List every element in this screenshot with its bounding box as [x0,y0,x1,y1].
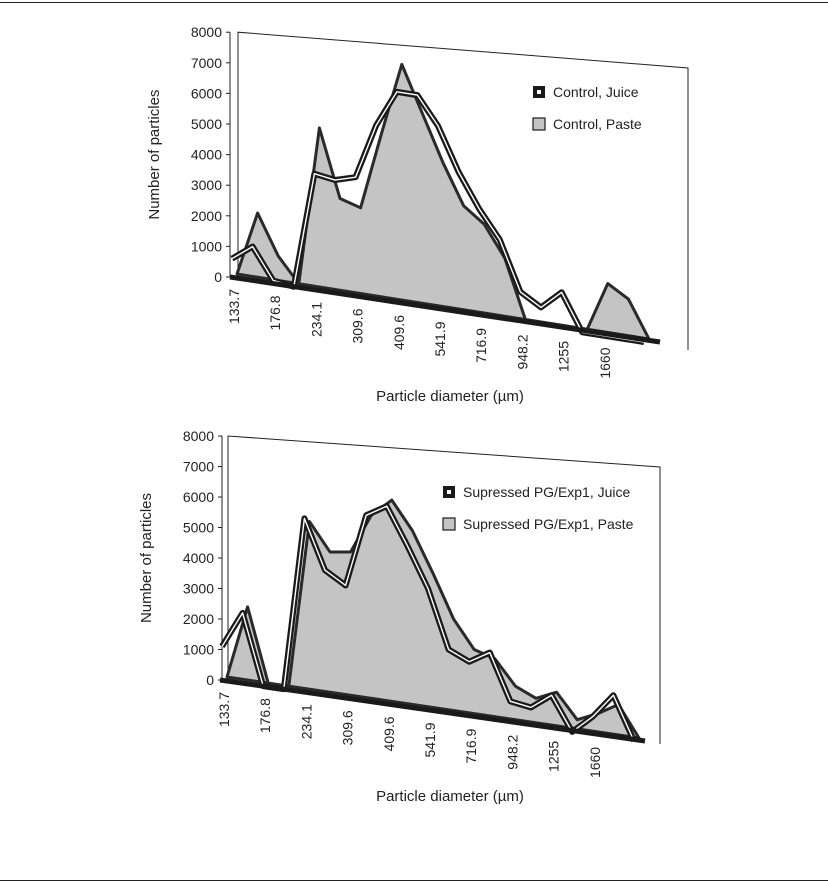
legend-juice-swatch-inner [537,90,541,94]
y-tick-label: 7000 [191,55,222,71]
series-juice-line-inner [231,91,645,343]
y-tick-label: 3000 [191,177,222,193]
y-tick-label: 7000 [183,459,214,475]
x-axis-title: Particle diameter (µm) [376,788,524,805]
x-tick-label: 176.8 [267,295,283,330]
y-tick-label: 1000 [191,238,222,254]
x-tick-label: 309.6 [340,710,356,745]
legend-juice-swatch-inner [447,490,451,494]
legend-label: Control, Juice [553,84,639,100]
y-tick-label: 3000 [183,581,214,597]
x-tick-label: 1255 [546,741,562,772]
bottom-rule [0,880,828,881]
x-tick-label: 409.6 [391,315,407,350]
x-axis-baseline [219,677,646,744]
back-wall-outline [227,435,661,744]
y-tick-label: 5000 [191,116,222,132]
x-tick-label: 234.1 [298,704,314,739]
x-tick-label: 234.1 [308,302,324,337]
back-wall-outline [237,31,689,350]
x-tick-label: 1255 [556,341,572,372]
y-tick-label: 4000 [191,147,222,163]
x-tick-label: 409.6 [381,716,397,751]
x-tick-label: 948.2 [514,334,530,369]
chart-control: 0 1000 2000 3000 4000 5000 6000 7000 8000 Number … [146,24,689,405]
series-juice-line-inner [221,505,635,742]
top-rule [0,2,828,3]
legend-paste-swatch [532,117,546,131]
legend-label: Control, Paste [553,116,642,132]
x-tick-label: 1660 [587,747,603,778]
x-tick-label: 133.7 [226,289,242,324]
x-tick-label: 1660 [597,347,613,378]
x-axis-baseline [229,274,661,345]
y-tick-label: 4000 [183,550,214,566]
y-tick-label: 1000 [183,642,214,658]
x-axis-title: Particle diameter (µm) [376,388,524,405]
y-tick-label: 5000 [183,520,214,536]
y-tick-label: 0 [206,672,214,688]
x-tick-label: 716.9 [473,328,489,363]
x-tick-label: 541.9 [422,722,438,757]
series-paste-area [235,62,651,341]
y-axis-title: Number of particles [146,90,163,220]
y-tick-label: 2000 [191,208,222,224]
x-tick-label: 716.9 [463,728,479,763]
x-tick-label: 309.6 [350,308,366,343]
legend-label: Supressed PG/Exp1, Juice [463,484,631,500]
chart-supressed-pg-exp1: 0 1000 2000 3000 4000 5000 6000 7000 8000 Number … [138,428,661,805]
y-axis-title: Number of particles [138,493,155,623]
y-tick-label: 0 [214,269,222,285]
x-tick-label: 133.7 [216,692,232,727]
x-tick-label: 176.8 [257,698,273,733]
y-tick-label: 6000 [183,489,214,505]
y-tick-label: 6000 [191,85,222,101]
legend-label: Supressed PG/Exp1, Paste [463,516,634,532]
y-tick-label: 8000 [183,428,214,444]
y-tick-label: 2000 [183,611,214,627]
legend-paste-swatch [442,517,456,531]
y-tick-label: 8000 [191,24,222,40]
x-tick-label: 948.2 [504,734,520,769]
series-paste-area [225,498,641,740]
x-tick-label: 541.9 [432,321,448,356]
